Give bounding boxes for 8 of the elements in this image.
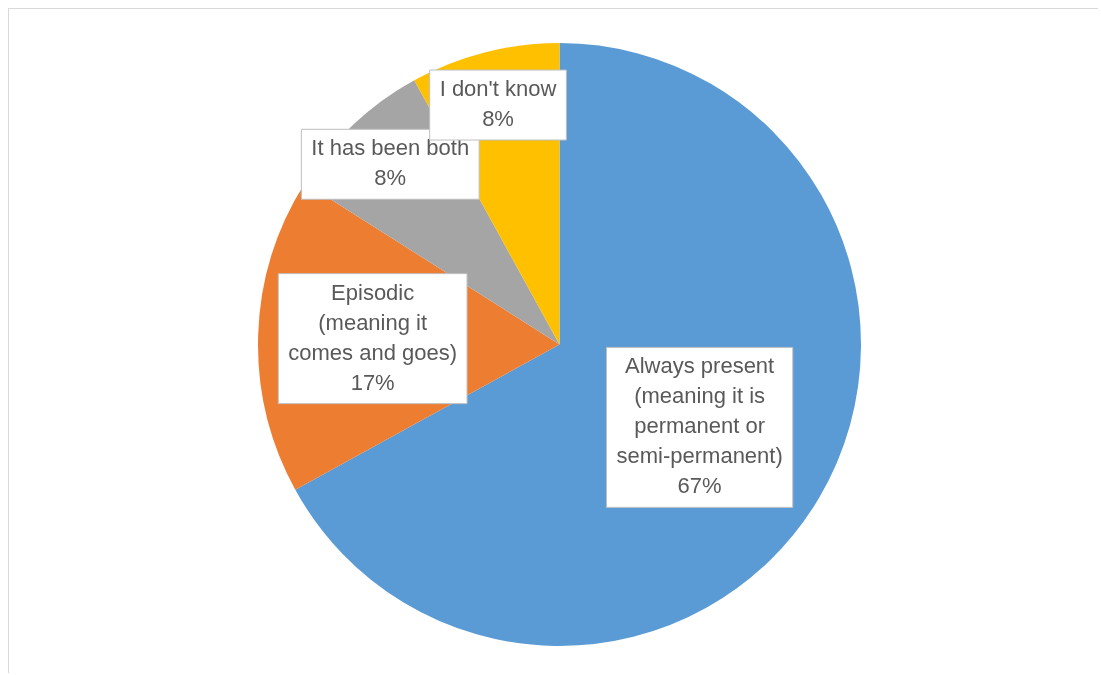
data-label: 67% [677,473,722,499]
slice-label: Episodic (meaning it comes and goes) [288,279,458,365]
slice-label: I don't know [439,76,557,102]
data-label: 8% [482,106,514,132]
data-label: 17% [350,369,395,395]
data-label: 8% [374,165,407,191]
slice-label: It has been both [311,135,470,161]
slice-label: Always present (meaning it is permanent or semi-permanent) [616,353,783,469]
